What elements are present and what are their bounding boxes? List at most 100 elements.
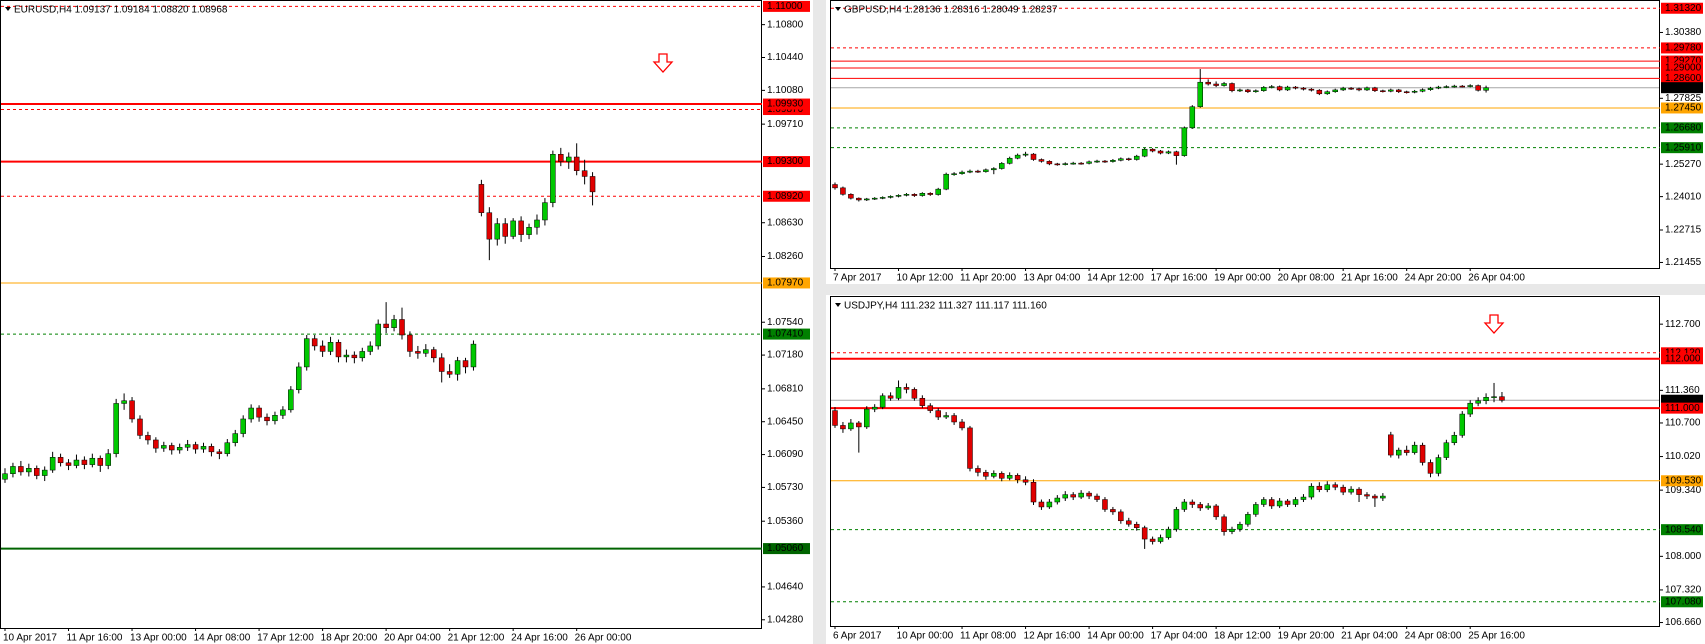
candle-body <box>542 202 548 221</box>
candle-body <box>589 176 596 193</box>
candle-body <box>1411 90 1418 93</box>
candle-body <box>1316 89 1323 95</box>
candle-body <box>1364 87 1370 91</box>
candle-body <box>959 171 965 174</box>
candle-body <box>327 342 334 352</box>
level-label-box <box>1661 62 1703 74</box>
candle-body <box>887 196 894 198</box>
level-label-box <box>1661 102 1703 114</box>
candle-body <box>1284 500 1291 505</box>
candle-body <box>1245 514 1251 525</box>
candle-body <box>1427 87 1434 90</box>
level-label: 111.000 <box>1665 403 1700 414</box>
x-tick-label: 20 Apr 08:00 <box>1278 273 1335 284</box>
header-triangle <box>5 7 11 11</box>
candle-body <box>975 170 981 173</box>
candle-body <box>224 442 231 454</box>
level-label: 109.530 <box>1665 475 1702 486</box>
y-tick-label: 1.24010 <box>1665 191 1702 202</box>
candle-body <box>1348 488 1354 493</box>
candle-body <box>518 220 524 235</box>
candle-body <box>1213 83 1219 86</box>
candle-body <box>145 435 151 441</box>
candle-body <box>1014 475 1021 481</box>
candle-body <box>1181 501 1188 510</box>
chart-title: EURUSD,H4 1.09137 1.09184 1.08820 1.0896… <box>14 5 228 16</box>
y-tick-label: 1.22715 <box>1665 225 1702 236</box>
level-label: 1.29270 <box>1665 56 1702 67</box>
candle-body <box>438 357 445 372</box>
candle-body <box>998 163 1005 169</box>
candle-body <box>1443 86 1450 88</box>
candle-body <box>1268 499 1275 507</box>
candle-body <box>1157 537 1164 542</box>
candle-body <box>991 473 997 477</box>
candle-body <box>832 410 838 426</box>
level-label-box <box>1661 596 1703 608</box>
level-label: 111.160 <box>1665 395 1700 406</box>
level-label: 1.05060 <box>767 543 804 554</box>
candle-body <box>565 156 572 162</box>
candle-body <box>1221 516 1227 532</box>
candle-body <box>1380 495 1386 499</box>
candle-body <box>1459 413 1466 436</box>
candle-body <box>864 408 870 428</box>
candle-body <box>1403 91 1410 93</box>
candle-body <box>1086 492 1092 497</box>
candle-body <box>1261 499 1267 505</box>
level-label: 1.07970 <box>767 278 804 289</box>
candle-body <box>407 334 413 352</box>
candle-body <box>1411 444 1418 453</box>
y-tick-label: 1.04280 <box>767 614 804 625</box>
level-label: 1.28600 <box>1665 73 1702 84</box>
level-label-box <box>763 98 810 110</box>
x-tick-label: 25 Apr 16:00 <box>1468 631 1525 642</box>
y-tick-label: 106.660 <box>1665 617 1702 628</box>
candle-body <box>200 446 207 450</box>
candle-body <box>2 473 8 480</box>
candle-body <box>1268 86 1275 88</box>
candle-body <box>903 194 910 196</box>
candle-body <box>1372 495 1378 499</box>
candle-body <box>1149 538 1156 542</box>
candle-body <box>34 468 40 476</box>
candle-body <box>184 444 191 448</box>
x-tick-label: 10 Apr 00:00 <box>897 631 954 642</box>
candle-body <box>895 195 902 197</box>
candle-body <box>1459 85 1466 88</box>
candle-body <box>272 415 278 422</box>
candle-body <box>1006 157 1013 164</box>
candle-body <box>65 462 72 466</box>
candle-body <box>1427 462 1434 474</box>
y-tick-label: 1.05730 <box>767 482 804 493</box>
level-label-box <box>1661 394 1703 406</box>
candle-body <box>848 422 854 430</box>
candle-body <box>137 418 143 436</box>
candle-body <box>1356 88 1362 91</box>
candle-body <box>1467 85 1473 87</box>
y-tick-label: 1.10800 <box>767 19 804 30</box>
candle-body <box>1292 499 1299 505</box>
x-tick-label: 10 Apr 2017 <box>3 633 57 644</box>
candle-body <box>1348 87 1354 90</box>
candle-body <box>57 457 64 464</box>
candle-body <box>303 338 310 368</box>
candle-body <box>1157 150 1164 154</box>
candle-body <box>319 345 326 352</box>
candle-body <box>1276 500 1283 507</box>
candle-body <box>1014 154 1021 159</box>
candle-body <box>1126 158 1132 160</box>
candle-body <box>1451 435 1458 443</box>
candle-body <box>1403 449 1410 453</box>
candle-body <box>1197 504 1203 509</box>
candle-body <box>840 187 846 195</box>
y-tick-label: 1.05360 <box>767 516 804 527</box>
candle-body <box>879 395 886 408</box>
level-label: 107.080 <box>1665 596 1702 607</box>
candle-body <box>1332 484 1338 488</box>
y-tick-label: 1.30380 <box>1665 27 1702 38</box>
level-label-box <box>1661 55 1703 67</box>
candle-body <box>943 173 949 190</box>
candle-body <box>1173 151 1180 156</box>
